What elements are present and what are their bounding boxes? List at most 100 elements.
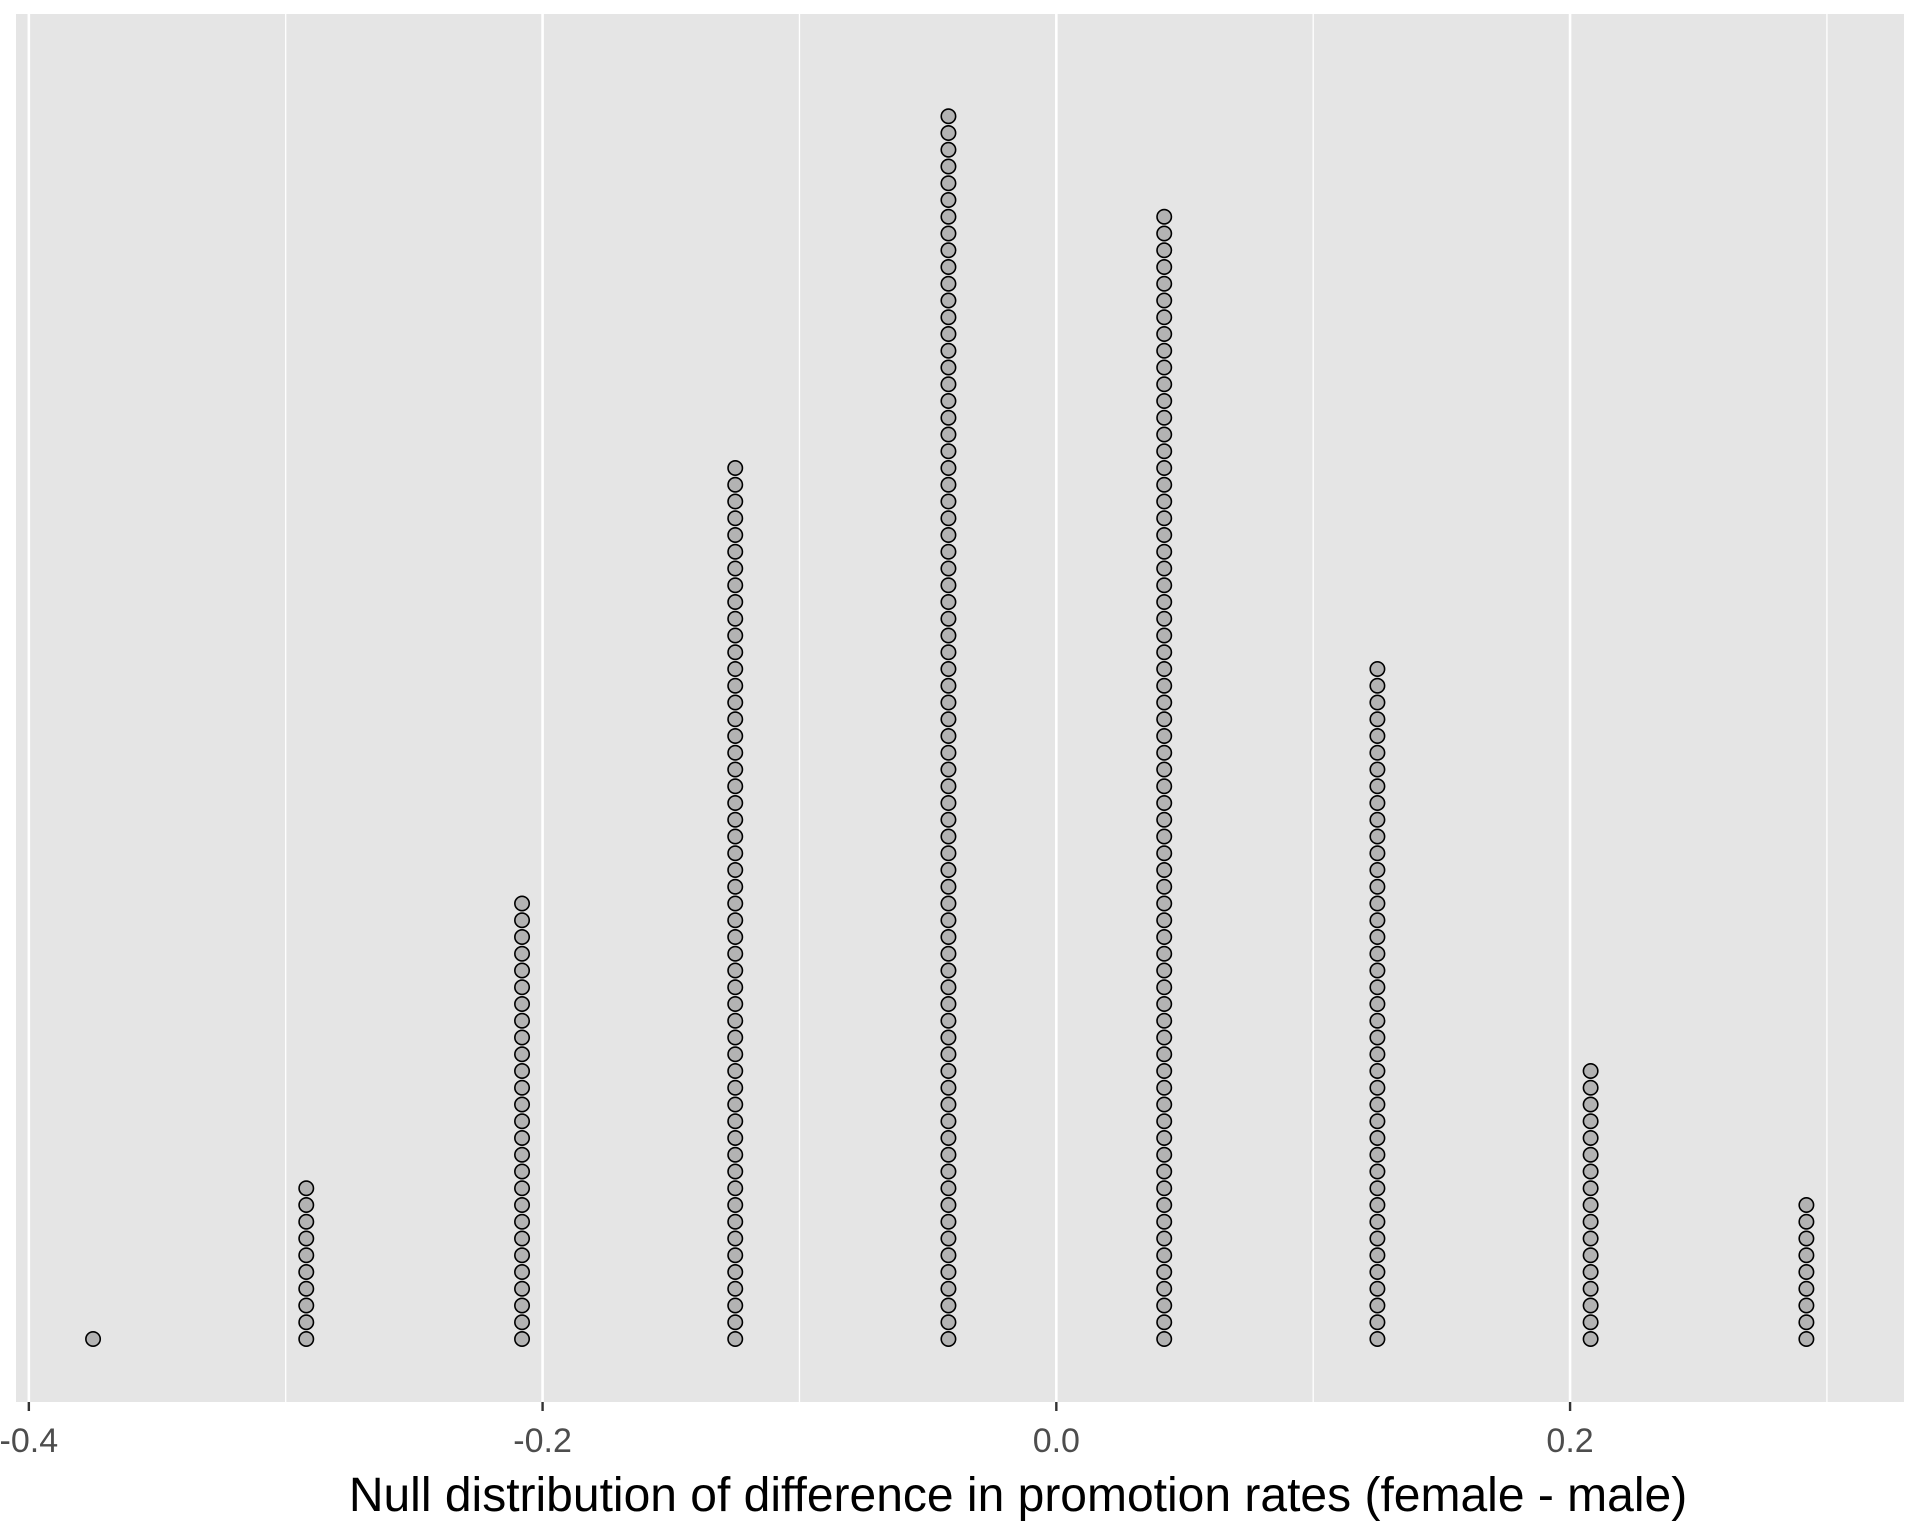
dot (514, 1230, 531, 1247)
dot (1369, 1213, 1386, 1230)
dot (940, 610, 957, 627)
dot (1369, 895, 1386, 912)
dot (727, 962, 744, 979)
dot (940, 242, 957, 259)
dot (514, 1297, 531, 1314)
dot (1156, 1063, 1173, 1080)
dot (940, 208, 957, 225)
dots (85, 108, 1815, 1348)
dot (1156, 325, 1173, 342)
dot (1156, 526, 1173, 543)
dot (1369, 711, 1386, 728)
dot (727, 1280, 744, 1297)
dot (727, 1331, 744, 1348)
dot (940, 1163, 957, 1180)
dot (940, 108, 957, 125)
x-axis-tick-label: -0.2 (513, 1422, 572, 1460)
dot (940, 794, 957, 811)
dot (1582, 1331, 1599, 1348)
dot (1156, 627, 1173, 644)
dot (1156, 1197, 1173, 1214)
dot (1369, 1063, 1386, 1080)
dot (1156, 727, 1173, 744)
dot (1369, 928, 1386, 945)
dot (940, 526, 957, 543)
dot (1798, 1197, 1815, 1214)
dot (1369, 995, 1386, 1012)
dot (1369, 1180, 1386, 1197)
dot (940, 359, 957, 376)
dot (1156, 811, 1173, 828)
dot (1156, 828, 1173, 845)
dot (940, 1063, 957, 1080)
dot (727, 1046, 744, 1063)
dot (940, 1180, 957, 1197)
dot (514, 1130, 531, 1147)
dot (940, 1113, 957, 1130)
dot (1156, 443, 1173, 460)
x-axis-tick-label: -0.4 (0, 1422, 58, 1460)
dot (1156, 1180, 1173, 1197)
dot (727, 543, 744, 560)
dot (727, 610, 744, 627)
dot (727, 711, 744, 728)
dot (727, 1264, 744, 1281)
dot (727, 694, 744, 711)
dot (727, 979, 744, 996)
dot (1156, 1264, 1173, 1281)
dot (1582, 1197, 1599, 1214)
dot (940, 644, 957, 661)
dot (1156, 593, 1173, 610)
dot (1369, 660, 1386, 677)
dot (940, 560, 957, 577)
dot (1369, 1297, 1386, 1314)
dot (514, 1113, 531, 1130)
dot (940, 1146, 957, 1163)
dot (727, 1197, 744, 1214)
dot (1156, 962, 1173, 979)
dot (1156, 945, 1173, 962)
dot (1156, 1113, 1173, 1130)
dot (1156, 459, 1173, 476)
dot (1369, 694, 1386, 711)
dot (1582, 1314, 1599, 1331)
dot (940, 493, 957, 510)
dot (514, 1213, 531, 1230)
dot (727, 526, 744, 543)
dot (1369, 912, 1386, 929)
dot (940, 694, 957, 711)
dot (940, 660, 957, 677)
dot (1156, 560, 1173, 577)
dot (1369, 979, 1386, 996)
dot (727, 1063, 744, 1080)
dot (940, 995, 957, 1012)
dot (727, 510, 744, 527)
dot (1156, 493, 1173, 510)
dot (940, 158, 957, 175)
dot (298, 1180, 315, 1197)
dot (1369, 744, 1386, 761)
dot (727, 1247, 744, 1264)
dot (514, 1146, 531, 1163)
dot (940, 409, 957, 426)
dot (1369, 1146, 1386, 1163)
dot (514, 1280, 531, 1297)
dot (727, 861, 744, 878)
dot (298, 1264, 315, 1281)
dot (1156, 895, 1173, 912)
dot (1798, 1297, 1815, 1314)
dot (940, 476, 957, 493)
dot (940, 761, 957, 778)
dot (727, 493, 744, 510)
dot (514, 1163, 531, 1180)
dot (940, 962, 957, 979)
dot (1369, 861, 1386, 878)
dot (1156, 660, 1173, 677)
dot (727, 744, 744, 761)
plot-panel (16, 14, 1904, 1402)
dot (940, 979, 957, 996)
dot (1156, 510, 1173, 527)
dot (940, 258, 957, 275)
dot (727, 1146, 744, 1163)
dot (514, 1029, 531, 1046)
